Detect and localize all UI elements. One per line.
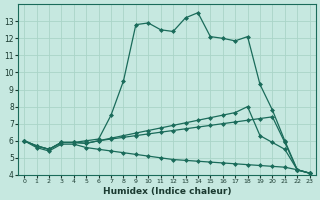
- X-axis label: Humidex (Indice chaleur): Humidex (Indice chaleur): [103, 187, 231, 196]
